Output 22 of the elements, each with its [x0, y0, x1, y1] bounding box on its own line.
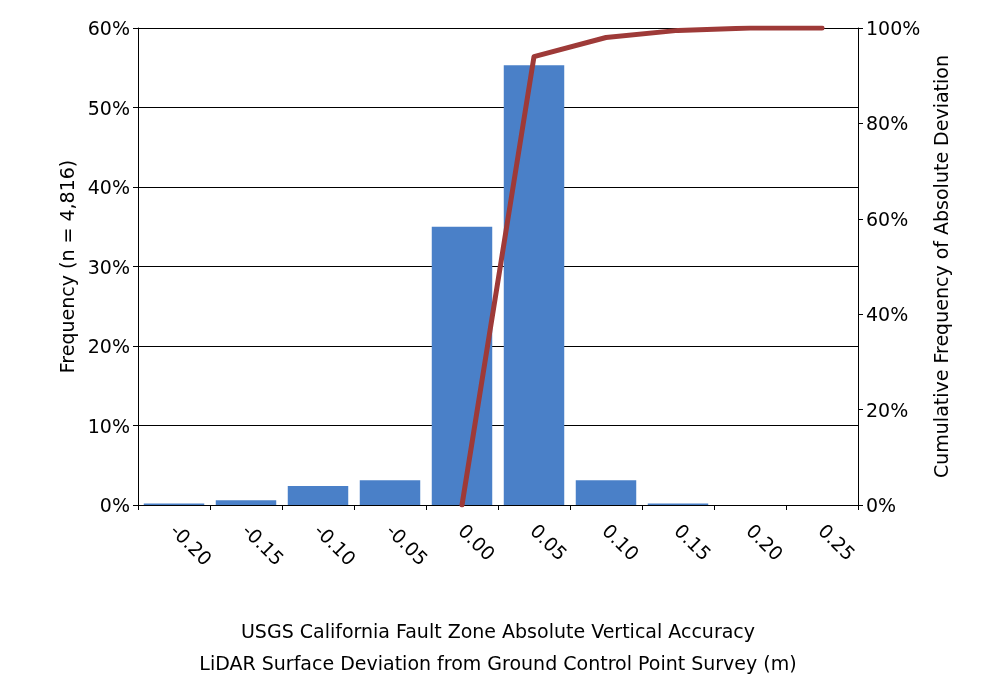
y-tick-label: 20% — [87, 335, 130, 357]
y2-tick-label: 40% — [866, 303, 909, 326]
y2-tick-label: 20% — [866, 398, 909, 421]
x-axis-title: USGS California Fault Zone Absolute Vertical Accuracy LiDAR Surface Deviation from Ground Control Point Survey (m) — [199, 620, 797, 674]
bar — [215, 500, 277, 505]
y-tick-label: 0% — [99, 494, 130, 516]
y-tick-label: 50% — [87, 96, 130, 119]
y-tick-label: 40% — [87, 176, 130, 198]
bar — [503, 65, 565, 505]
y2-tick-label: 0% — [866, 494, 897, 516]
y2-tick-label: 80% — [866, 112, 909, 135]
bar — [359, 480, 421, 505]
y-tick-label: 30% — [87, 255, 130, 278]
y2-tick-label: 60% — [866, 207, 909, 230]
bar — [431, 226, 493, 505]
y2-axis-title: Cumulative Frequency of Absolute Deviation — [929, 55, 952, 478]
y-tick-label: 60% — [87, 17, 130, 39]
bar — [575, 480, 637, 505]
y-tick-label: 10% — [87, 414, 130, 437]
y2-tick-label: 100% — [866, 17, 921, 39]
bar — [287, 485, 349, 505]
y-axis-title: Frequency (n = 4,816) — [56, 159, 79, 374]
